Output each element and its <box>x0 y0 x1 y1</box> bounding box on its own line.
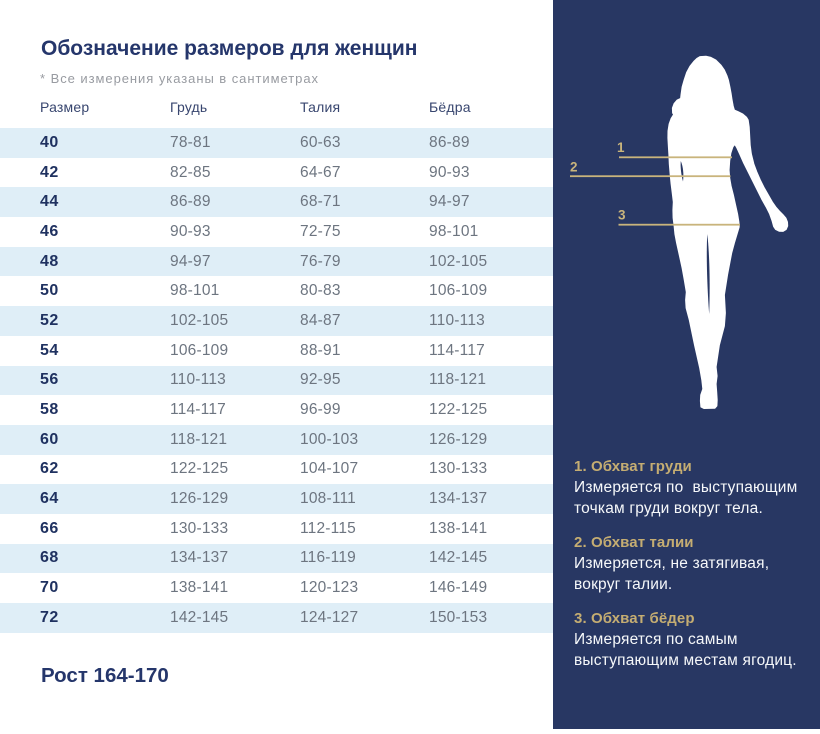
svg-text:1: 1 <box>617 140 625 155</box>
svg-text:2: 2 <box>570 159 578 174</box>
svg-text:3: 3 <box>618 207 626 222</box>
